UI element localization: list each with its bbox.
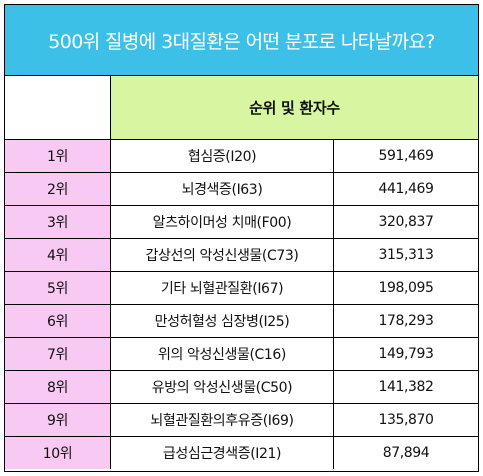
patient-count-cell: 141,382 [334,371,478,403]
rank-cell: 1위 [5,140,111,172]
table-row: 3위 알츠하이머성 치매(F00) 320,837 [5,206,478,239]
patient-count-cell: 198,095 [334,272,478,304]
table-row: 4위 갑상선의 악성신생물(C73) 315,313 [5,239,478,272]
rank-cell: 4위 [5,239,111,271]
table-row: 6위 만성허혈성 심장병(I25) 178,293 [5,305,478,338]
patient-count-cell: 135,870 [334,404,478,436]
header-empty-cell [5,76,111,139]
rank-cell: 3위 [5,206,111,238]
header-label: 순위 및 환자수 [111,76,478,139]
disease-cell: 뇌경색증(I63) [111,173,334,205]
disease-cell: 위의 악성신생물(C16) [111,338,334,370]
table-row: 10위 급성심근경색증(I21) 87,894 [5,437,478,469]
rank-cell: 2위 [5,173,111,205]
disease-cell: 뇌혈관질환의후유증(I69) [111,404,334,436]
patient-count-cell: 315,313 [334,239,478,271]
table-title: 500위 질병에 3대질환은 어떤 분포로 나타날까요? [5,5,478,76]
ranking-table: 500위 질병에 3대질환은 어떤 분포로 나타날까요? 순위 및 환자수 1위… [4,4,479,472]
disease-cell: 만성허혈성 심장병(I25) [111,305,334,337]
patient-count-cell: 87,894 [334,437,478,469]
patient-count-cell: 441,469 [334,173,478,205]
table-row: 5위 기타 뇌혈관질환(I67) 198,095 [5,272,478,305]
disease-cell: 알츠하이머성 치매(F00) [111,206,334,238]
rank-cell: 7위 [5,338,111,370]
rank-cell: 5위 [5,272,111,304]
patient-count-cell: 178,293 [334,305,478,337]
patient-count-cell: 320,837 [334,206,478,238]
patient-count-cell: 591,469 [334,140,478,172]
table-body: 1위 협심증(I20) 591,469 2위 뇌경색증(I63) 441,469… [5,140,478,469]
table-row: 9위 뇌혈관질환의후유증(I69) 135,870 [5,404,478,437]
table-header-row: 순위 및 환자수 [5,76,478,140]
patient-count-cell: 149,793 [334,338,478,370]
disease-cell: 유방의 악성신생물(C50) [111,371,334,403]
table-row: 2위 뇌경색증(I63) 441,469 [5,173,478,206]
table-row: 1위 협심증(I20) 591,469 [5,140,478,173]
rank-cell: 10위 [5,437,111,469]
rank-cell: 8위 [5,371,111,403]
disease-cell: 급성심근경색증(I21) [111,437,334,469]
table-row: 8위 유방의 악성신생물(C50) 141,382 [5,371,478,404]
table-row: 7위 위의 악성신생물(C16) 149,793 [5,338,478,371]
disease-cell: 갑상선의 악성신생물(C73) [111,239,334,271]
disease-cell: 협심증(I20) [111,140,334,172]
rank-cell: 6위 [5,305,111,337]
disease-cell: 기타 뇌혈관질환(I67) [111,272,334,304]
rank-cell: 9위 [5,404,111,436]
